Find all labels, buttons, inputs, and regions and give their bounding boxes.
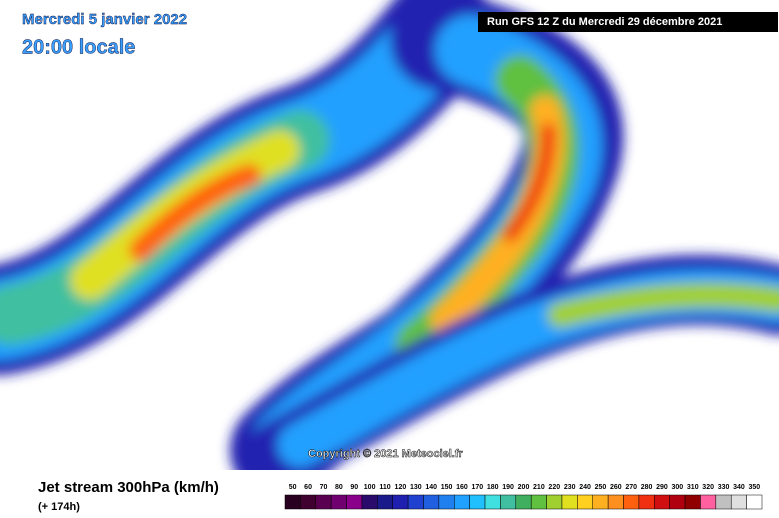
legend-label: 210	[533, 484, 545, 491]
legend-swatch	[623, 494, 640, 510]
legend-label: 130	[410, 484, 422, 491]
legend-swatch	[638, 494, 655, 510]
legend-swatch	[577, 494, 593, 510]
legend-swatch	[438, 494, 455, 510]
legend-swatch	[746, 494, 763, 510]
legend-swatch	[423, 494, 440, 510]
run: Run GFS 12 Z du Mercredi 29 décembre 202…	[487, 16, 722, 28]
legend-swatch	[392, 494, 409, 510]
legend-swatch	[407, 494, 424, 510]
legend-swatch	[330, 494, 347, 510]
legend-label: 220	[548, 484, 560, 491]
legend-swatch	[654, 494, 670, 510]
legend-swatch	[361, 494, 378, 510]
legend-swatch	[546, 494, 563, 510]
footer-title: Jet stream 300hPa (km/h)	[38, 479, 219, 496]
legend-swatch	[454, 494, 470, 510]
legend-label: 160	[456, 484, 468, 491]
legend-label: 230	[564, 484, 576, 491]
legend-label: 280	[641, 484, 653, 491]
legend-swatch	[315, 494, 332, 510]
legend-swatch	[484, 494, 501, 510]
legend-label: 300	[672, 484, 684, 491]
legend-label: 150	[441, 484, 453, 491]
legend-swatch	[530, 494, 547, 510]
legend-label: 60	[304, 484, 312, 491]
legend: 50 60 70 80 90 100 110 120 130 140 150 160 170 180 190…	[284, 484, 763, 510]
legend-label: 200	[518, 484, 530, 491]
legend-label: 190	[502, 484, 514, 491]
legend-label: 320	[702, 484, 714, 491]
date: Mercredi 5 janvier 2022	[22, 11, 187, 28]
legend-swatch	[284, 494, 301, 510]
legend-label: 170	[471, 484, 483, 491]
legend-label: 290	[656, 484, 668, 491]
legend-swatch	[515, 494, 532, 510]
copyright: Copyright © 2021 Meteociel.fr	[308, 448, 464, 460]
legend-label: 140	[425, 484, 437, 491]
time: 20:00 locale	[22, 36, 135, 58]
legend-swatch	[346, 494, 363, 510]
legend-swatch	[715, 494, 732, 510]
legend-label: 340	[733, 484, 745, 491]
legend-label: 70	[320, 484, 328, 491]
legend-label: 100	[364, 484, 376, 491]
legend-label: 240	[579, 484, 591, 491]
map	[0, 0, 779, 500]
legend-swatch	[500, 494, 517, 510]
legend-label: 80	[335, 484, 343, 491]
legend-label: 330	[718, 484, 730, 491]
legend-label: 250	[595, 484, 607, 491]
legend-swatch	[592, 494, 609, 510]
legend-label: 50	[289, 484, 297, 491]
legend-swatch	[469, 494, 486, 510]
legend-swatch	[730, 494, 747, 510]
legend-swatch	[300, 494, 317, 510]
jet-south	[245, 255, 779, 490]
legend-label: 90	[350, 484, 358, 491]
legend-label: 120	[395, 484, 407, 491]
legend-swatch	[377, 494, 393, 510]
legend-swatch	[700, 494, 717, 510]
jet-west	[0, 0, 495, 375]
footer-lead: (+ 174h)	[38, 501, 80, 513]
legend-label: 270	[625, 484, 637, 491]
run-box	[478, 12, 778, 32]
legend-label: 350	[748, 484, 760, 491]
legend-swatch	[669, 494, 686, 510]
legend-swatch	[607, 494, 624, 510]
legend-label: 310	[687, 484, 699, 491]
legend-label: 260	[610, 484, 622, 491]
legend-swatch	[684, 494, 701, 510]
legend-label: 110	[379, 484, 390, 491]
footer-band	[0, 470, 779, 518]
legend-label: 180	[487, 484, 499, 491]
legend-swatch	[561, 494, 578, 510]
